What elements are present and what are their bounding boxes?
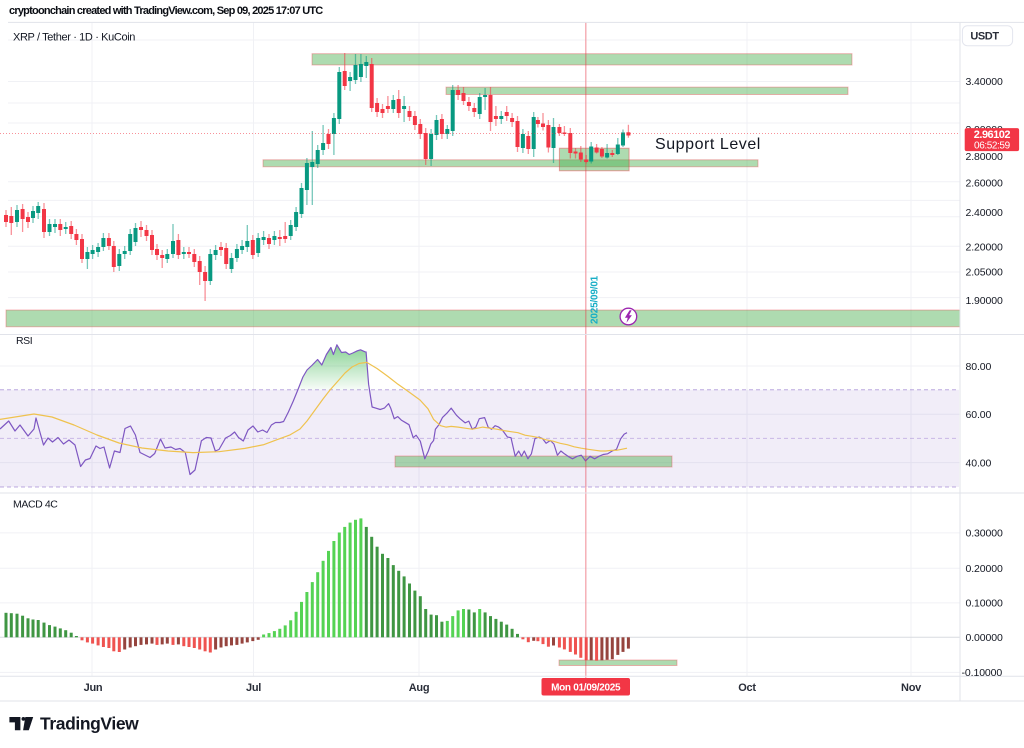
svg-text:Nov: Nov: [901, 682, 922, 694]
svg-text:2.05000: 2.05000: [966, 267, 1004, 279]
svg-text:60.00: 60.00: [966, 409, 992, 421]
svg-text:cryptoonchain created with Tra: cryptoonchain created with TradingView.c…: [9, 5, 323, 17]
svg-text:-0.10000: -0.10000: [962, 667, 1003, 679]
svg-text:RSI: RSI: [16, 335, 32, 347]
svg-text:Support Level: Support Level: [655, 136, 761, 153]
svg-text:TradingView: TradingView: [40, 714, 139, 734]
svg-text:2025/09/01: 2025/09/01: [590, 275, 601, 324]
svg-text:Jul: Jul: [246, 682, 261, 694]
svg-text:2.60000: 2.60000: [966, 178, 1004, 190]
svg-text:80.00: 80.00: [966, 361, 992, 373]
svg-text:1.90000: 1.90000: [966, 295, 1004, 307]
svg-text:Jun: Jun: [84, 682, 103, 694]
svg-text:2.40000: 2.40000: [966, 207, 1004, 219]
svg-text:2.20000: 2.20000: [966, 241, 1004, 253]
svg-text:Aug: Aug: [409, 682, 429, 694]
svg-text:0.10000: 0.10000: [966, 598, 1004, 610]
svg-text:2.96102: 2.96102: [974, 129, 1011, 141]
svg-text:0.20000: 0.20000: [966, 563, 1004, 575]
svg-text:Oct: Oct: [738, 682, 756, 694]
svg-text:USDT: USDT: [970, 31, 999, 43]
svg-text:40.00: 40.00: [966, 457, 992, 469]
svg-text:0.30000: 0.30000: [966, 528, 1004, 540]
svg-text:2.80000: 2.80000: [966, 151, 1004, 163]
svg-text:3.40000: 3.40000: [966, 76, 1004, 88]
svg-text:0.00000: 0.00000: [966, 632, 1004, 644]
svg-text:XRP / Tether · 1D · KuCoin: XRP / Tether · 1D · KuCoin: [13, 32, 135, 44]
svg-text:Mon 01/09/2025: Mon 01/09/2025: [551, 682, 621, 693]
svg-text:06:52:59: 06:52:59: [974, 141, 1011, 152]
svg-text:MACD 4C: MACD 4C: [13, 499, 58, 511]
